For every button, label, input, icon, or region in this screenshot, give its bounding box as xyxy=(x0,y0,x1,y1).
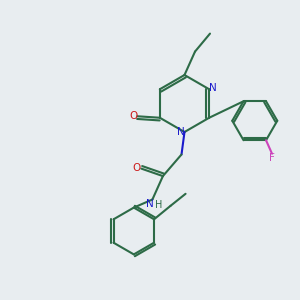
Text: O: O xyxy=(130,111,138,121)
Text: H: H xyxy=(155,200,163,211)
Text: O: O xyxy=(133,163,141,173)
Text: F: F xyxy=(269,153,275,163)
Text: N: N xyxy=(209,83,217,93)
Text: N: N xyxy=(177,127,185,137)
Text: N: N xyxy=(146,199,154,209)
